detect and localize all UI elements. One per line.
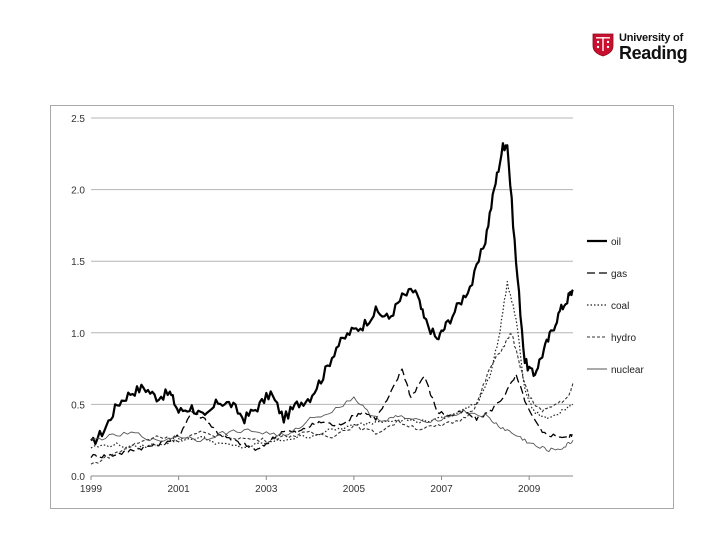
series-line-nuclear — [90, 396, 574, 453]
logo-text-line1: University of — [619, 32, 684, 44]
legend-label-hydro: hydro — [611, 333, 636, 344]
x-tick-label: 2001 — [168, 484, 191, 495]
series-line-gas — [90, 368, 574, 459]
legend: oil gas coal hydro nuclear — [587, 237, 644, 376]
y-tick-label: 1.5 — [71, 257, 85, 268]
legend-label-oil: oil — [611, 237, 621, 248]
logo-text-line2: Reading — [619, 43, 688, 63]
series-line-oil — [90, 142, 574, 446]
legend-label-nuclear: nuclear — [611, 365, 644, 376]
gridlines — [91, 117, 573, 477]
y-tick-label: 1.0 — [71, 329, 85, 340]
shield-icon — [592, 33, 614, 57]
university-logo: University of Reading — [592, 30, 692, 66]
series-line-hydro — [90, 333, 574, 465]
y-tick-label: 2.5 — [71, 114, 85, 125]
legend-label-gas: gas — [611, 269, 627, 280]
x-tick-label: 2007 — [430, 484, 453, 495]
axes: 0.0 0.5 1.0 1.5 2.0 2.5 1999 2001 2003 2005 2007 20… — [71, 114, 573, 495]
y-tick-label: 0.5 — [71, 400, 85, 411]
x-tick-label: 2003 — [255, 484, 278, 495]
chart-frame: 0.0 0.5 1.0 1.5 2.0 2.5 1999 2001 2003 2005 2007 20… — [50, 105, 674, 509]
line-chart: 0.0 0.5 1.0 1.5 2.0 2.5 1999 2001 2003 2005 2007 20… — [71, 114, 644, 495]
x-tick-label: 2005 — [343, 484, 366, 495]
y-tick-label: 2.0 — [71, 186, 85, 197]
series-line-coal — [90, 280, 574, 450]
x-tick-label: 2009 — [518, 484, 541, 495]
y-tick-label: 0.0 — [71, 472, 85, 483]
x-tick-label: 1999 — [80, 484, 103, 495]
legend-label-coal: coal — [611, 301, 629, 312]
series-lines — [90, 142, 574, 465]
